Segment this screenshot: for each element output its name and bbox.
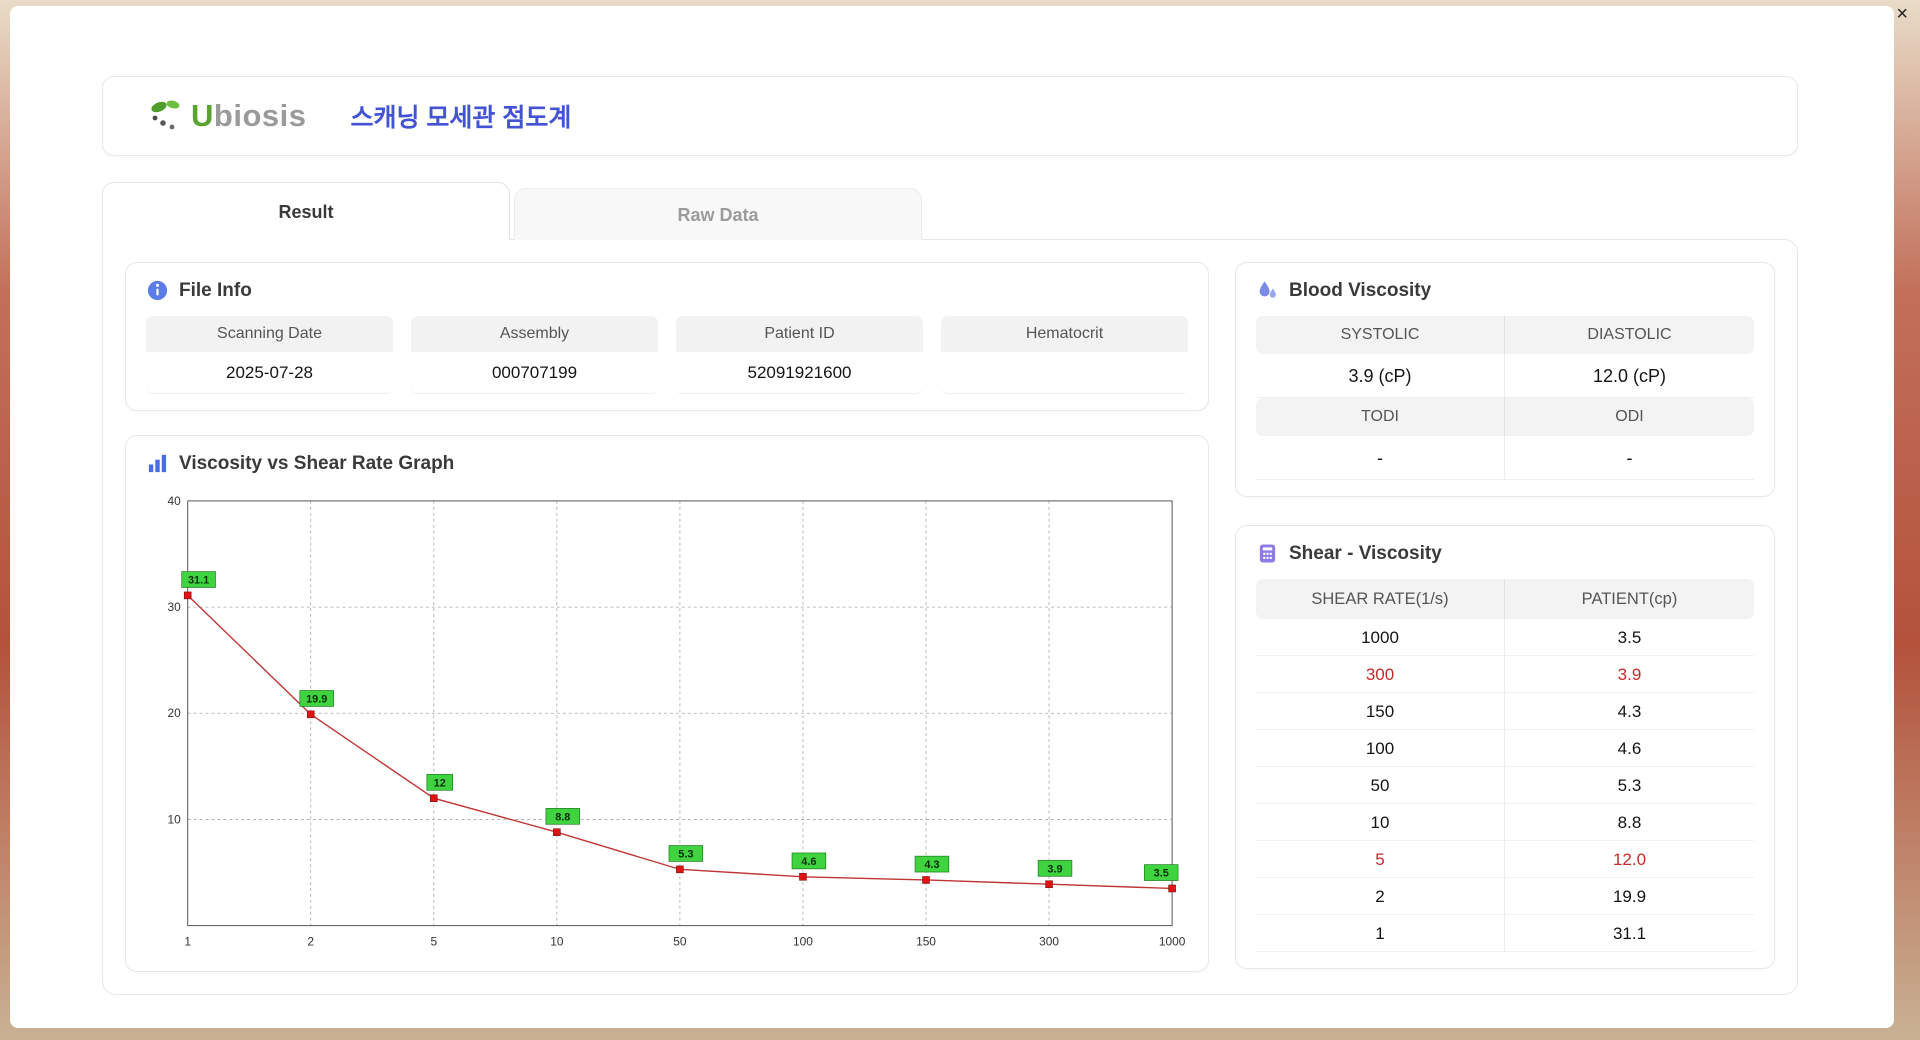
patient-viscosity-cell: 19.9 <box>1505 878 1754 915</box>
shear-rate-cell: 5 <box>1256 841 1505 878</box>
diastolic-header: DIASTOLIC <box>1505 316 1754 354</box>
svg-text:3.9: 3.9 <box>1047 863 1062 875</box>
svg-text:4.6: 4.6 <box>801 856 816 868</box>
shear-rate-cell: 100 <box>1256 730 1505 767</box>
svg-text:50: 50 <box>673 934 687 948</box>
file-info-field: Patient ID 52091921600 <box>676 316 923 394</box>
svg-text:5.3: 5.3 <box>678 848 693 860</box>
patient-viscosity-cell: 4.6 <box>1505 730 1754 767</box>
file-info-title: File Info <box>179 279 252 301</box>
field-label: Scanning Date <box>146 316 393 352</box>
svg-text:20: 20 <box>168 706 182 720</box>
shear-rate-cell: 1000 <box>1256 619 1505 656</box>
ubiosis-logo: Ubiosis <box>145 98 306 134</box>
svg-text:3.5: 3.5 <box>1154 868 1169 880</box>
patient-viscosity-cell: 3.9 <box>1505 656 1754 693</box>
droplet-icon <box>1259 281 1276 298</box>
svg-text:8.8: 8.8 <box>555 811 570 823</box>
shear-rate-column-header: SHEAR RATE(1/s) <box>1256 579 1505 619</box>
svg-text:1: 1 <box>184 934 191 948</box>
svg-text:31.1: 31.1 <box>188 575 209 587</box>
blood-viscosity-title: Blood Viscosity <box>1289 279 1432 301</box>
app-window: Ubiosis 스캐닝 모세관 점도계 Result Raw Data <box>10 6 1894 1028</box>
patient-column-header: PATIENT(cp) <box>1505 579 1754 619</box>
systolic-header: SYSTOLIC <box>1256 316 1505 354</box>
page-title: 스캐닝 모세관 점도계 <box>350 104 572 132</box>
field-value: 000707199 <box>411 352 658 394</box>
shear-rate-cell: 50 <box>1256 767 1505 804</box>
svg-text:2: 2 <box>307 934 314 948</box>
svg-text:12: 12 <box>434 777 446 789</box>
file-info-field: Assembly 000707199 <box>411 316 658 394</box>
patient-viscosity-cell: 12.0 <box>1505 841 1754 878</box>
tab-raw-data[interactable]: Raw Data <box>514 188 922 240</box>
systolic-value: 3.9 (cP) <box>1256 354 1505 398</box>
file-info-fields: Scanning Date 2025-07-28 Assembly 000707199… <box>146 316 1188 394</box>
patient-viscosity-cell: 3.5 <box>1505 619 1754 656</box>
diastolic-value: 12.0 (cP) <box>1505 354 1754 398</box>
blood-viscosity-table: SYSTOLIC DIASTOLIC 3.9 (cP) 12.0 (cP) TO… <box>1256 316 1754 480</box>
info-icon <box>147 280 168 301</box>
file-info-field: Scanning Date 2025-07-28 <box>146 316 393 394</box>
field-value: 2025-07-28 <box>146 352 393 394</box>
graph-panel: Viscosity vs Shear Rate Graph 10 20 30 40 1 2… <box>125 435 1209 973</box>
field-value: 52091921600 <box>676 352 923 394</box>
todi-header: TODI <box>1256 398 1505 436</box>
svg-text:40: 40 <box>168 494 182 508</box>
right-column: Blood Viscosity SYSTOLIC DIASTOLIC 3.9 (… <box>1235 262 1775 972</box>
bar-chart-icon <box>148 454 167 473</box>
svg-text:10: 10 <box>168 812 182 826</box>
leaf-logo-icon <box>151 100 180 130</box>
svg-text:10: 10 <box>550 934 564 948</box>
patient-viscosity-cell: 31.1 <box>1505 915 1754 952</box>
result-content: File Info Scanning Date 2025-07-28 Assembl… <box>102 239 1798 996</box>
field-label: Hematocrit <box>941 316 1188 352</box>
svg-text:4.3: 4.3 <box>924 859 939 871</box>
left-column: File Info Scanning Date 2025-07-28 Assembl… <box>125 262 1209 973</box>
calculator-icon <box>1259 544 1276 563</box>
field-value <box>941 352 1188 394</box>
shear-viscosity-panel: Shear - Viscosity SHEAR RATE(1/s) PATIEN… <box>1235 525 1775 969</box>
svg-text:150: 150 <box>916 934 936 948</box>
shear-rate-cell: 10 <box>1256 804 1505 841</box>
svg-text:300: 300 <box>1039 934 1059 948</box>
tab-bar: Result Raw Data <box>102 182 1798 240</box>
file-info-field: Hematocrit <box>941 316 1188 394</box>
shear-rate-cell: 2 <box>1256 878 1505 915</box>
logo-text: Ubiosis <box>191 98 307 133</box>
shear-rate-cell: 300 <box>1256 656 1505 693</box>
svg-text:1000: 1000 <box>1159 934 1186 948</box>
patient-viscosity-cell: 4.3 <box>1505 693 1754 730</box>
todi-value: - <box>1256 436 1505 480</box>
file-info-panel: File Info Scanning Date 2025-07-28 Assembl… <box>125 262 1209 411</box>
graph-title: Viscosity vs Shear Rate Graph <box>179 452 455 474</box>
chart-area: 10 20 30 40 1 2 5 10 50 100 150 300 1000 31.1 19.9 12 8.… <box>146 489 1188 955</box>
blood-viscosity-panel: Blood Viscosity SYSTOLIC DIASTOLIC 3.9 (… <box>1235 262 1775 497</box>
field-label: Assembly <box>411 316 658 352</box>
svg-text:100: 100 <box>793 934 813 948</box>
shear-viscosity-title: Shear - Viscosity <box>1289 542 1442 564</box>
svg-text:5: 5 <box>430 934 437 948</box>
shear-rate-cell: 150 <box>1256 693 1505 730</box>
patient-viscosity-cell: 8.8 <box>1505 804 1754 841</box>
patient-viscosity-cell: 5.3 <box>1505 767 1754 804</box>
tab-result[interactable]: Result <box>102 182 510 240</box>
field-label: Patient ID <box>676 316 923 352</box>
odi-header: ODI <box>1505 398 1754 436</box>
svg-text:19.9: 19.9 <box>306 693 327 705</box>
svg-text:30: 30 <box>168 600 182 614</box>
shear-rate-cell: 1 <box>1256 915 1505 952</box>
header: Ubiosis 스캐닝 모세관 점도계 <box>102 76 1798 156</box>
odi-value: - <box>1505 436 1754 480</box>
close-button[interactable]: × <box>1892 2 1912 26</box>
shear-viscosity-table: SHEAR RATE(1/s) PATIENT(cp) 1000 3.5 300 3.… <box>1256 579 1754 952</box>
